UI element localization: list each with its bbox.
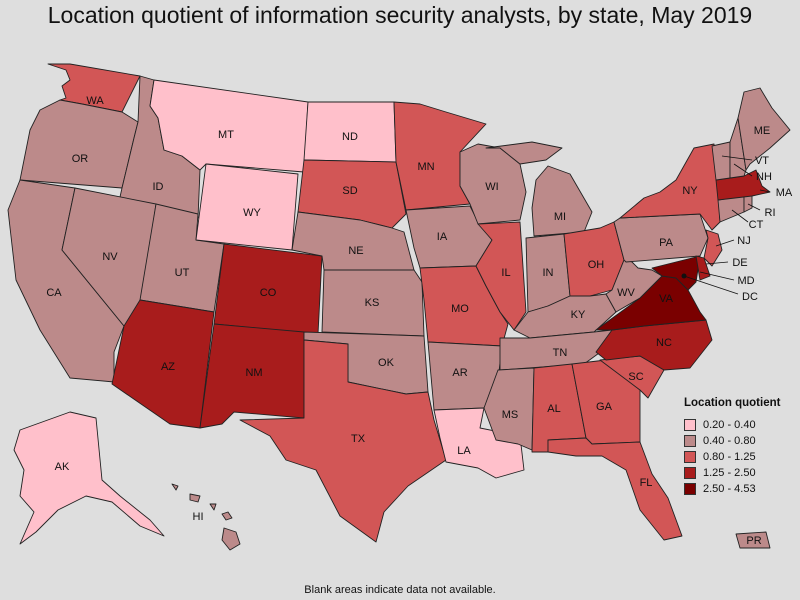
state-label-ID: ID xyxy=(153,181,164,193)
state-NY[interactable] xyxy=(619,143,721,231)
state-label-VA: VA xyxy=(659,293,674,305)
state-label-NV: NV xyxy=(102,251,118,263)
legend-label: 0.20 - 0.40 xyxy=(703,419,756,431)
state-label-NC: NC xyxy=(656,337,672,349)
state-LA[interactable] xyxy=(433,407,525,479)
state-label-MT: MT xyxy=(218,129,234,141)
state-label-AK: AK xyxy=(55,461,70,473)
state-label-IA: IA xyxy=(437,231,448,243)
legend-swatch xyxy=(684,451,696,463)
state-MI[interactable] xyxy=(485,141,593,237)
footnote: Blank areas indicate data not available. xyxy=(304,584,496,596)
legend-swatch xyxy=(684,483,696,495)
state-label-PR: PR xyxy=(746,535,761,547)
legend-swatch xyxy=(684,467,696,479)
state-TX[interactable] xyxy=(239,339,447,543)
state-label-LA: LA xyxy=(457,445,471,457)
state-label-RI: RI xyxy=(765,207,776,219)
legend-label: 2.50 - 4.53 xyxy=(703,483,756,495)
state-label-CA: CA xyxy=(46,287,62,299)
state-label-IN: IN xyxy=(543,267,554,279)
state-label-NM: NM xyxy=(245,367,262,379)
labels-layer: WA OR CA ID NV UT AZ MT WY CO NM ND SD N… xyxy=(46,95,793,547)
state-label-UT: UT xyxy=(175,267,190,279)
states-layer xyxy=(7,63,791,551)
state-label-KY: KY xyxy=(571,309,586,321)
map-title: Location quotient of information securit… xyxy=(47,2,753,28)
state-MA[interactable] xyxy=(715,169,771,201)
legend-label: 1.25 - 2.50 xyxy=(703,467,756,479)
state-label-MI: MI xyxy=(554,211,566,223)
state-label-NH: NH xyxy=(756,171,772,183)
legend-swatch xyxy=(684,419,696,431)
state-label-AL: AL xyxy=(547,403,560,415)
legend-swatch xyxy=(684,435,696,447)
state-NH[interactable] xyxy=(729,117,747,179)
legend-item: 2.50 - 4.53 xyxy=(684,481,796,497)
state-ME[interactable] xyxy=(737,87,791,171)
state-label-PA: PA xyxy=(659,237,674,249)
state-label-NE: NE xyxy=(348,245,363,257)
state-label-HI: HI xyxy=(193,511,204,523)
state-label-TX: TX xyxy=(351,433,366,445)
state-WI[interactable] xyxy=(459,143,527,225)
state-OR[interactable] xyxy=(19,99,139,189)
state-label-KS: KS xyxy=(365,297,380,309)
state-label-DE: DE xyxy=(732,257,747,269)
state-label-WI: WI xyxy=(485,181,498,193)
state-label-TN: TN xyxy=(553,347,568,359)
state-PR[interactable] xyxy=(735,531,771,549)
state-label-IL: IL xyxy=(501,267,510,279)
state-label-AR: AR xyxy=(452,367,467,379)
state-MD[interactable] xyxy=(651,255,701,291)
state-label-OK: OK xyxy=(378,357,395,369)
state-label-MO: MO xyxy=(451,303,469,315)
state-NJ[interactable] xyxy=(703,229,723,267)
legend-label: 0.80 - 1.25 xyxy=(703,451,756,463)
state-label-WA: WA xyxy=(86,95,104,107)
legend-title: Location quotient xyxy=(684,397,781,409)
state-label-ND: ND xyxy=(342,131,358,143)
state-label-DC: DC xyxy=(742,291,758,303)
legend-item: 1.25 - 2.50 xyxy=(684,465,796,481)
state-label-CO: CO xyxy=(260,287,277,299)
state-label-AZ: AZ xyxy=(161,361,175,373)
legend-item: 0.20 - 0.40 xyxy=(684,417,796,433)
state-label-MS: MS xyxy=(502,409,519,421)
state-label-GA: GA xyxy=(596,401,613,413)
state-KS[interactable] xyxy=(321,269,425,337)
state-label-SC: SC xyxy=(628,371,643,383)
state-DE[interactable] xyxy=(695,255,711,281)
state-label-WY: WY xyxy=(243,207,261,219)
state-label-OR: OR xyxy=(72,153,89,165)
state-label-ME: ME xyxy=(754,125,771,137)
state-AK[interactable] xyxy=(13,411,165,545)
legend-item: 0.80 - 1.25 xyxy=(684,449,796,465)
state-label-MD: MD xyxy=(737,275,754,287)
state-AZ[interactable] xyxy=(111,299,215,429)
state-IL[interactable] xyxy=(475,221,527,331)
legend-label: 0.40 - 0.80 xyxy=(703,435,756,447)
state-label-NY: NY xyxy=(682,185,698,197)
state-label-SD: SD xyxy=(342,185,357,197)
state-WV[interactable] xyxy=(605,259,663,313)
state-label-FL: FL xyxy=(640,477,653,489)
state-label-MA: MA xyxy=(776,187,793,199)
state-label-CT: CT xyxy=(749,219,764,231)
state-label-MN: MN xyxy=(417,161,434,173)
callouts-layer xyxy=(681,155,771,295)
state-FL[interactable] xyxy=(547,437,683,541)
state-label-VT: VT xyxy=(755,155,769,167)
legend: Location quotient 0.20 - 0.40 0.40 - 0.8… xyxy=(684,397,796,497)
state-HI[interactable] xyxy=(171,483,241,551)
legend-item: 0.40 - 0.80 xyxy=(684,433,796,449)
state-label-WV: WV xyxy=(617,287,635,299)
state-label-OH: OH xyxy=(588,259,605,271)
state-label-NJ: NJ xyxy=(737,235,750,247)
